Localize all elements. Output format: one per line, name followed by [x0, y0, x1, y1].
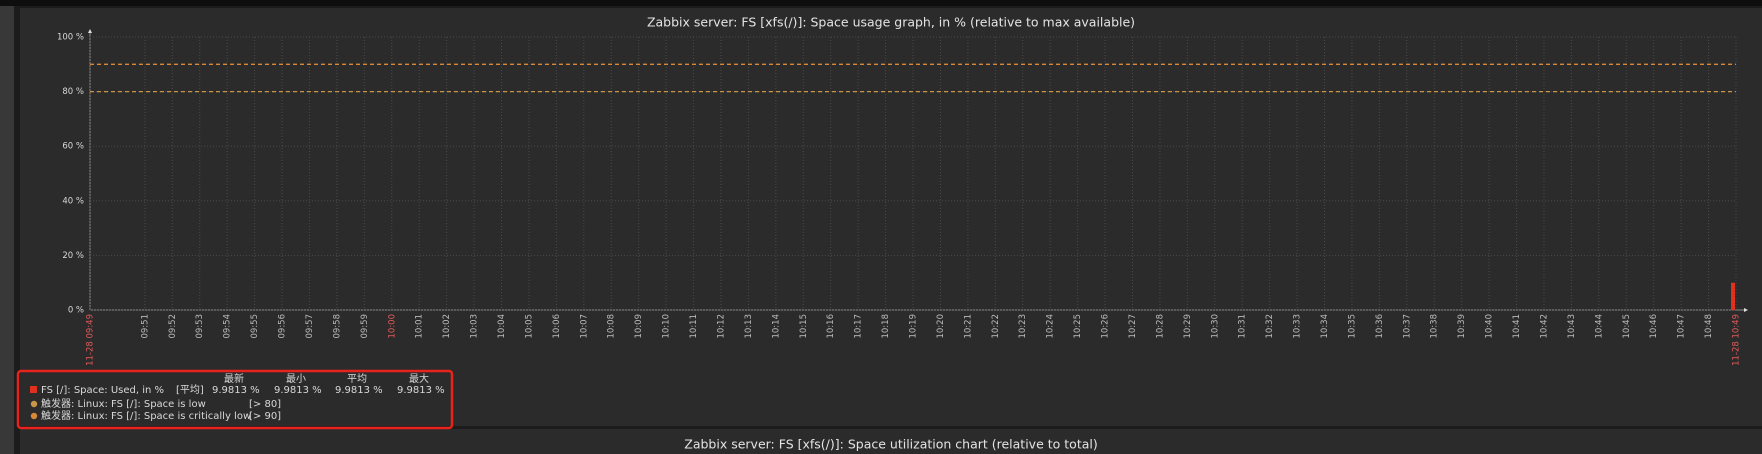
x-tick-label: 10:36: [1375, 314, 1385, 339]
bar: [1731, 282, 1735, 310]
legend-stat: 9.9813 %: [335, 385, 383, 396]
x-tick-label: 09:55: [250, 314, 260, 339]
x-tick-label: 10:25: [1073, 314, 1083, 339]
x-tick-label: 10:39: [1457, 314, 1467, 339]
x-tick-label: 10:05: [524, 314, 534, 339]
legend-stat: 9.9813 %: [397, 385, 445, 396]
y-tick-label: 80 %: [62, 87, 84, 97]
x-tick-label: 10:17: [854, 314, 864, 339]
x-tick-label: 10:37: [1402, 314, 1412, 339]
x-tick-label: 10:42: [1539, 314, 1549, 339]
x-tick-label: 10:29: [1183, 314, 1193, 339]
x-arrow: [1744, 308, 1748, 312]
x-tick-label: 10:09: [634, 314, 644, 339]
legend-trigger-marker: [30, 412, 38, 420]
y-tick-label: 20 %: [62, 251, 84, 261]
legend-stat: 9.9813 %: [274, 385, 322, 396]
legend-column: 最大: [409, 372, 429, 385]
x-tick-label: 10:11: [689, 314, 699, 339]
legend-column: 平均: [347, 373, 367, 385]
x-tick-label: 09:56: [278, 314, 288, 339]
legend-column: 最小: [286, 373, 306, 385]
y-tick-label: 60 %: [62, 142, 84, 152]
x-tick-label: 10:33: [1293, 314, 1303, 339]
x-tick-label: 10:30: [1210, 314, 1220, 339]
legend-function: [平均]: [176, 384, 204, 396]
legend-swatch: [30, 386, 37, 393]
x-tick-label: 10:08: [607, 314, 617, 339]
x-tick-label: 10:38: [1430, 314, 1440, 339]
x-tick-label: 10:35: [1347, 314, 1357, 339]
next-panel: [20, 429, 1762, 454]
legend-trigger-label: 触发器: Linux: FS [/]: Space is critically …: [41, 409, 251, 422]
y-tick-label: 40 %: [62, 196, 84, 206]
x-tick-label: 10:06: [552, 314, 562, 339]
chart-title: Zabbix server: FS [xfs(/)]: Space usage …: [647, 15, 1135, 30]
x-tick-label: 10:48: [1704, 314, 1714, 339]
x-tick-label: 10:20: [936, 314, 946, 339]
x-tick-label: 09:52: [168, 314, 178, 339]
next-chart-title: Zabbix server: FS [xfs(/)]: Space utiliz…: [684, 437, 1097, 452]
x-tick-label: 10:41: [1512, 314, 1522, 339]
x-tick-label: 10:02: [442, 314, 452, 339]
legend-trigger-marker: [30, 400, 38, 408]
x-tick-label: 11-28 09:49: [86, 314, 96, 366]
x-tick-label: 09:51: [140, 314, 150, 339]
x-tick-label: 10:03: [470, 314, 480, 339]
x-tick-label: 10:00: [387, 314, 397, 339]
x-tick-label: 09:54: [223, 314, 233, 339]
x-tick-label: 09:59: [360, 314, 370, 339]
graph-panel: [20, 8, 1762, 426]
x-tick-label: 10:40: [1485, 314, 1495, 339]
x-tick-label: 11-28 10:49: [1732, 314, 1742, 366]
x-tick-label: 10:14: [771, 314, 781, 339]
x-tick-label: 10:18: [881, 314, 891, 339]
x-tick-label: 10:45: [1622, 314, 1632, 339]
x-tick-label: 09:58: [332, 314, 342, 339]
x-tick-label: 09:53: [195, 314, 205, 339]
x-tick-label: 10:24: [1046, 314, 1056, 339]
x-tick-label: 10:22: [991, 314, 1001, 339]
y-tick-label: 0 %: [68, 306, 84, 316]
x-tick-label: 10:27: [1128, 314, 1138, 339]
x-tick-label: 10:43: [1567, 314, 1577, 339]
x-tick-label: 10:44: [1594, 314, 1604, 339]
y-arrow: [88, 29, 92, 33]
legend-column: 最新: [224, 372, 244, 385]
legend-trigger-label: 触发器: Linux: FS [/]: Space is low: [41, 397, 206, 410]
x-tick-label: 10:07: [579, 314, 589, 339]
x-tick-label: 10:04: [497, 314, 507, 339]
y-tick-label: 100 %: [57, 33, 84, 43]
x-tick-label: 10:16: [826, 314, 836, 339]
sidebar: [0, 0, 14, 454]
highlight-box: [16, 369, 454, 430]
x-tick-label: 10:32: [1265, 314, 1275, 339]
x-tick-label: 10:28: [1155, 314, 1165, 339]
x-tick-label: 10:46: [1649, 314, 1659, 339]
x-tick-label: 10:26: [1101, 314, 1111, 339]
x-tick-label: 10:21: [963, 314, 973, 339]
legend-stat: 9.9813 %: [212, 385, 260, 396]
top-bar: [0, 0, 1762, 6]
x-tick-label: 10:01: [415, 314, 425, 339]
x-tick-label: 10:12: [716, 314, 726, 339]
x-tick-label: 10:10: [662, 314, 672, 339]
x-tick-label: 09:57: [305, 314, 315, 339]
x-tick-label: 10:23: [1018, 314, 1028, 339]
x-tick-label: 10:34: [1320, 314, 1330, 339]
x-tick-label: 10:47: [1677, 314, 1687, 339]
legend-trigger-condition: [> 90]: [249, 411, 281, 422]
x-tick-label: 10:13: [744, 314, 754, 339]
x-tick-label: 10:15: [799, 314, 809, 339]
x-tick-label: 10:19: [909, 314, 919, 339]
legend-label: FS [/]: Space: Used, in %: [41, 385, 164, 396]
x-tick-label: 10:31: [1238, 314, 1248, 339]
legend-trigger-condition: [> 80]: [249, 399, 281, 410]
